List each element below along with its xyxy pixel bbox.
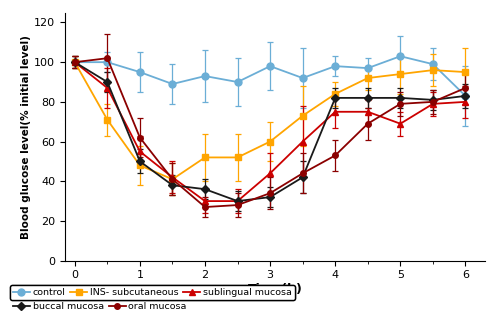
Y-axis label: Blood glucose level(% initial level): Blood glucose level(% initial level) — [22, 35, 32, 239]
X-axis label: Time(h): Time(h) — [248, 283, 302, 296]
Legend: buccal mucosa, oral mucosa: buccal mucosa, oral mucosa — [10, 299, 190, 314]
Legend: control, INS- subcutaneous, sublingual mucosa: control, INS- subcutaneous, sublingual m… — [10, 285, 295, 300]
